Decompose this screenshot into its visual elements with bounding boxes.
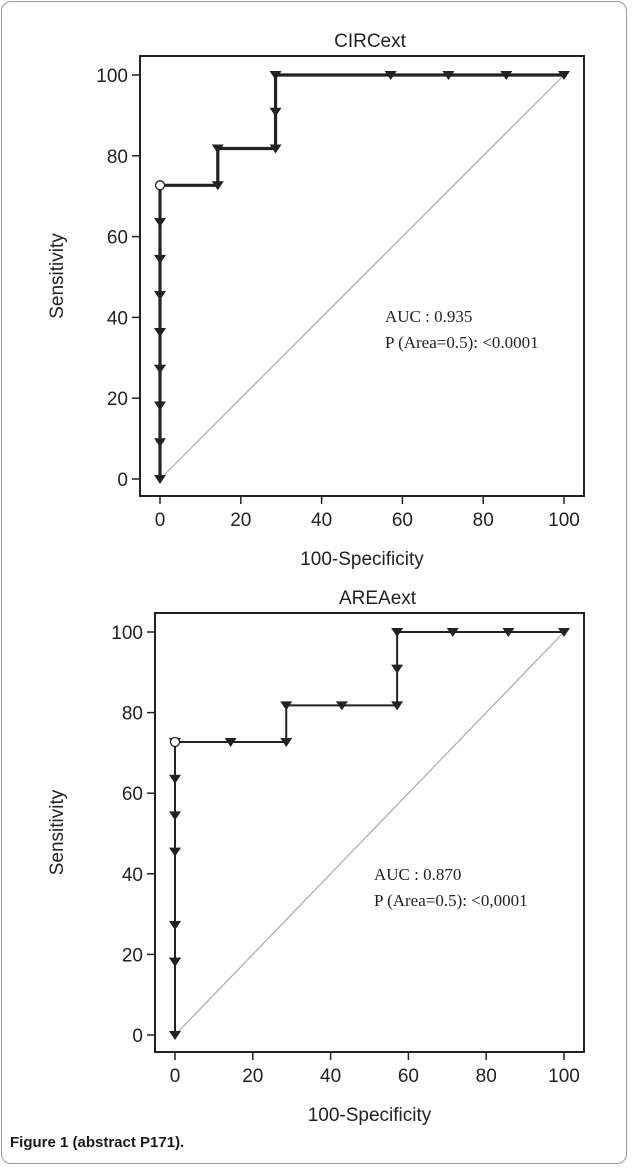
- auc-label: AUC : 0.870: [374, 865, 461, 884]
- y-tick-label: 60: [107, 228, 128, 249]
- x-tick-label: 60: [398, 1066, 419, 1087]
- y-tick-label: 100: [96, 66, 128, 87]
- roc-chart-1: CIRCext 0 20 40 60 80 100 0 20 40 60 80 100 100-Speci…: [47, 31, 585, 570]
- roc-point: [211, 144, 224, 154]
- roc-point: [446, 628, 459, 637]
- chart-title: AREAext: [339, 588, 417, 609]
- y-tick-label: 40: [107, 308, 128, 329]
- roc-point-open: [169, 736, 181, 748]
- roc-point: [154, 401, 166, 411]
- x-tick-label: 40: [320, 1066, 341, 1087]
- chart-title: CIRCext: [334, 31, 407, 52]
- y-tick-label: 40: [122, 865, 143, 886]
- roc-point: [154, 475, 166, 484]
- roc-point: [335, 701, 348, 711]
- roc-point: [280, 738, 293, 748]
- y-tick-label: 80: [107, 147, 128, 168]
- x-axis-label: 100-Specificity: [308, 1105, 432, 1126]
- roc-point: [211, 181, 224, 191]
- x-tick-label: 60: [392, 510, 413, 531]
- x-tick-label: 20: [230, 510, 251, 531]
- roc-point: [391, 628, 404, 637]
- x-tick-label: 0: [155, 510, 166, 531]
- roc-point: [500, 71, 513, 80]
- x-tick-label: 100: [548, 1066, 580, 1087]
- roc-point: [169, 774, 181, 784]
- roc-point: [154, 438, 166, 448]
- roc-point: [224, 738, 237, 748]
- x-tick-label: 100: [548, 510, 580, 531]
- roc-chart-2: AREAext 0 20 40 60 80 100 0 20 40 60 80 100 100-Speci…: [47, 588, 585, 1126]
- y-tick-label: 20: [122, 945, 143, 966]
- y-tick-label: 80: [122, 704, 143, 725]
- x-tick-label: 80: [476, 1066, 497, 1087]
- x-tick-label: 80: [473, 510, 494, 531]
- roc-point: [269, 107, 282, 117]
- roc-point: [558, 628, 570, 637]
- p-value-label: P (Area=0.5): <0.0001: [385, 333, 539, 352]
- roc-point: [391, 701, 404, 711]
- roc-point: [169, 811, 181, 821]
- y-axis-label: Sensitivity: [47, 789, 68, 875]
- x-tick-label: 40: [311, 510, 332, 531]
- roc-point-open: [154, 180, 166, 191]
- y-tick-label: 0: [132, 1026, 143, 1047]
- roc-point: [169, 1031, 181, 1040]
- roc-point: [269, 71, 282, 80]
- y-tick-label: 0: [117, 470, 128, 491]
- figure-caption: Figure 1 (abstract P171).: [10, 1134, 185, 1151]
- roc-point: [169, 847, 181, 857]
- auc-label: AUC : 0.935: [385, 307, 472, 326]
- roc-point: [154, 254, 166, 264]
- roc-point: [154, 218, 166, 228]
- roc-point: [558, 71, 570, 80]
- plot-frame: [139, 55, 585, 497]
- roc-figure: CIRCext 0 20 40 60 80 100 0 20 40 60 80 100 100-Speci…: [47, 31, 585, 1126]
- reference-line: [159, 74, 565, 480]
- roc-point: [169, 920, 181, 930]
- x-tick-label: 20: [242, 1066, 263, 1087]
- plot-frame: [154, 612, 585, 1053]
- roc-point: [502, 628, 515, 637]
- roc-point: [280, 701, 293, 711]
- y-tick-label: 60: [122, 784, 143, 805]
- roc-point: [269, 144, 282, 154]
- reference-line: [174, 631, 565, 1036]
- x-tick-label: 0: [170, 1066, 181, 1087]
- roc-point: [442, 71, 455, 80]
- roc-point: [384, 71, 397, 80]
- roc-point: [169, 957, 181, 967]
- x-axis-label: 100-Specificity: [300, 549, 424, 570]
- y-axis-label: Sensitivity: [47, 233, 68, 319]
- roc-point: [391, 664, 404, 674]
- p-value-label: P (Area=0.5): <0,0001: [374, 891, 528, 910]
- roc-curve: [158, 73, 564, 479]
- roc-point: [154, 291, 166, 301]
- y-tick-label: 100: [111, 623, 143, 644]
- roc-point: [154, 327, 166, 337]
- roc-point: [154, 364, 166, 374]
- y-tick-label: 20: [107, 389, 128, 410]
